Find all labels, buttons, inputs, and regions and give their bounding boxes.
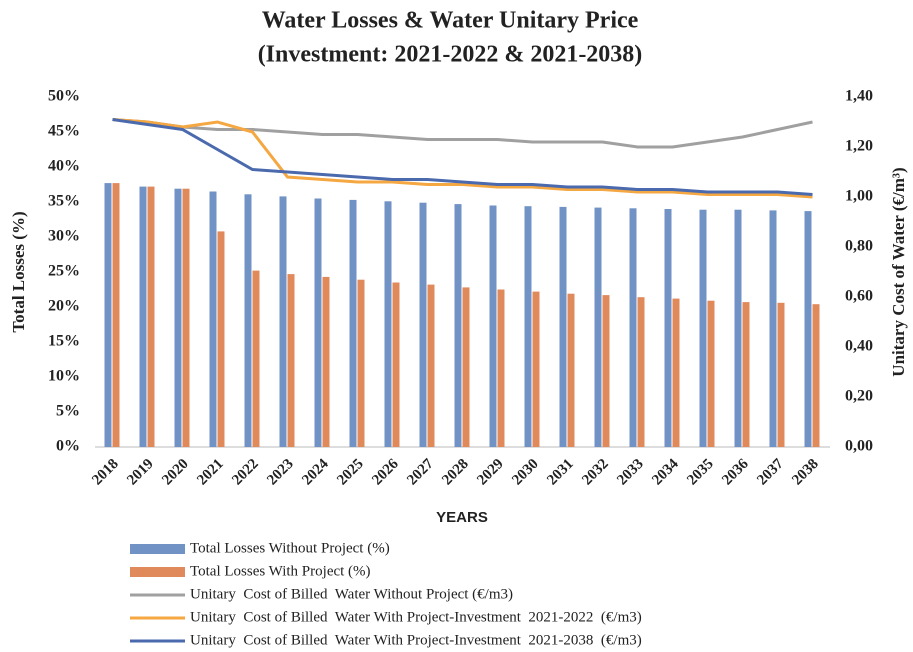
legend-label: Total Losses Without Project (%)	[190, 540, 390, 556]
bar	[524, 206, 532, 447]
bar	[567, 293, 575, 447]
bar	[392, 282, 400, 447]
bar	[104, 183, 112, 447]
bar	[804, 211, 812, 447]
x-tick-label: 2035	[684, 456, 717, 489]
bar	[322, 276, 330, 447]
y-tick-label: 40%	[48, 158, 80, 175]
y-tick-label: 5%	[56, 403, 80, 420]
y2-tick-label: 1,00	[845, 188, 873, 205]
chart-title: (Investment: 2021-2022 & 2021-2038)	[258, 42, 643, 68]
bar	[244, 194, 252, 447]
x-tick-label: 2019	[124, 456, 157, 489]
legend-swatch	[130, 567, 185, 577]
y-tick-label: 20%	[48, 298, 80, 315]
bar	[734, 209, 742, 447]
x-tick-label: 2032	[579, 456, 612, 489]
y2-tick-label: 0,60	[845, 288, 873, 305]
bar	[287, 274, 295, 447]
bar	[497, 289, 505, 447]
bar	[349, 199, 357, 447]
y2-tick-label: 0,20	[845, 388, 873, 405]
x-tick-label: 2022	[229, 456, 262, 489]
y-tick-label: 45%	[48, 123, 80, 140]
bar	[812, 304, 820, 447]
y2-tick-label: 0,40	[845, 338, 873, 355]
x-tick-label: 2023	[264, 456, 297, 489]
y-tick-label: 15%	[48, 333, 80, 350]
x-tick-label: 2034	[649, 456, 682, 489]
bar	[532, 291, 540, 447]
bar	[112, 183, 120, 447]
bar	[314, 198, 322, 447]
bar	[777, 302, 785, 447]
y-axis-title: Total Losses (%)	[9, 211, 28, 332]
bar	[279, 196, 287, 447]
y2-axis-title: Unitary Cost of Water (€/m³)	[889, 167, 908, 376]
bar	[384, 201, 392, 447]
y-tick-label: 0%	[56, 438, 80, 455]
bar	[427, 284, 435, 447]
bar	[419, 202, 427, 447]
x-tick-label: 2024	[299, 456, 332, 489]
bar	[594, 207, 602, 447]
bar	[357, 279, 365, 447]
y2-tick-label: 0,80	[845, 238, 873, 255]
x-tick-label: 2029	[474, 456, 507, 489]
x-tick-label: 2038	[789, 456, 822, 489]
line	[112, 118, 813, 196]
x-tick-label: 2018	[89, 456, 122, 489]
line	[112, 118, 813, 199]
x-tick-label: 2036	[719, 456, 752, 489]
bar	[174, 188, 182, 447]
legend-swatch	[130, 544, 185, 554]
x-tick-label: 2025	[334, 456, 367, 489]
x-tick-label: 2027	[404, 456, 437, 489]
bar	[707, 300, 715, 447]
bar	[559, 206, 567, 447]
x-tick-label: 2028	[439, 456, 472, 489]
x-tick-label: 2021	[194, 456, 227, 489]
legend-label: Unitary Cost of Billed Water With Projec…	[190, 609, 642, 625]
y2-tick-label: 1,20	[845, 138, 873, 155]
legend-label: Unitary Cost of Billed Water With Projec…	[190, 632, 642, 648]
bar	[664, 209, 672, 447]
y-tick-label: 25%	[48, 263, 80, 280]
bar	[629, 208, 637, 447]
legend-label: Unitary Cost of Billed Water Without Pro…	[190, 586, 513, 602]
bar	[699, 209, 707, 447]
bar	[602, 295, 610, 447]
x-tick-label: 2031	[544, 456, 577, 489]
x-tick-label: 2033	[614, 456, 647, 489]
bar	[217, 231, 225, 447]
y2-tick-label: 1,40	[845, 88, 873, 105]
bar	[462, 287, 470, 447]
bar	[182, 188, 190, 447]
bar	[252, 270, 260, 447]
bar	[489, 205, 497, 447]
y-tick-label: 35%	[48, 193, 80, 210]
chart-title: Water Losses & Water Unitary Price	[262, 8, 639, 34]
bar	[454, 204, 462, 447]
bar	[672, 298, 680, 447]
y2-tick-label: 0,00	[845, 438, 873, 455]
y-tick-label: 10%	[48, 368, 80, 385]
x-tick-label: 2030	[509, 456, 542, 489]
y-tick-label: 30%	[48, 228, 80, 245]
bar	[139, 186, 147, 447]
line	[112, 118, 813, 149]
x-tick-label: 2037	[754, 456, 787, 489]
x-axis-title: YEARS	[436, 509, 488, 526]
bar	[637, 297, 645, 447]
bar	[147, 186, 155, 447]
x-tick-label: 2020	[159, 456, 192, 489]
bar	[742, 302, 750, 447]
legend-label: Total Losses With Project (%)	[190, 563, 371, 579]
x-tick-label: 2026	[369, 456, 402, 489]
bar	[769, 210, 777, 447]
y-tick-label: 50%	[48, 88, 80, 105]
bar	[209, 191, 217, 447]
